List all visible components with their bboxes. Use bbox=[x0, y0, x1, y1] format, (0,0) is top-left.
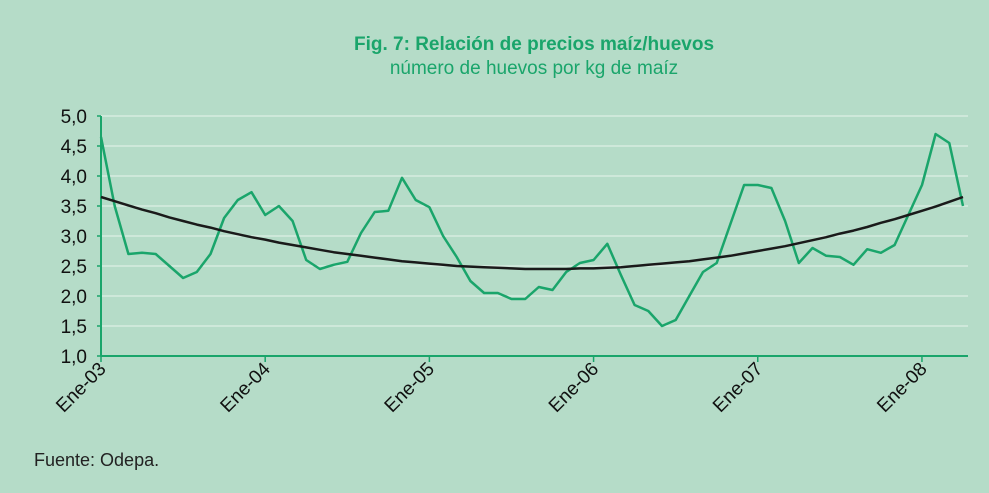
y-tick-label: 2,0 bbox=[61, 287, 87, 308]
series-line bbox=[100, 195, 964, 271]
y-tick-label: 3,0 bbox=[61, 227, 87, 248]
x-tick-label: Ene-06 bbox=[545, 359, 603, 417]
y-tick-label: 4,0 bbox=[61, 167, 87, 188]
chart-subtitle: número de huevos por kg de maíz bbox=[390, 58, 678, 79]
source-note: Fuente: Odepa. bbox=[34, 450, 159, 470]
y-tick-label: 4,5 bbox=[61, 137, 87, 158]
y-tick-label: 2,5 bbox=[61, 257, 87, 278]
x-tick-label: Ene-07 bbox=[709, 359, 767, 417]
chart-title: Fig. 7: Relación de precios maíz/huevos bbox=[354, 34, 714, 55]
x-tick-label: Ene-05 bbox=[381, 359, 439, 417]
x-tick-label: Ene-04 bbox=[217, 358, 275, 416]
y-tick-label: 1,5 bbox=[61, 317, 87, 338]
y-tick-label: 5,0 bbox=[61, 107, 87, 128]
x-tick-label: Ene-08 bbox=[873, 359, 931, 417]
y-tick-label: 1,0 bbox=[61, 347, 87, 368]
y-tick-label: 3,5 bbox=[61, 197, 87, 218]
series-line bbox=[99, 132, 965, 328]
